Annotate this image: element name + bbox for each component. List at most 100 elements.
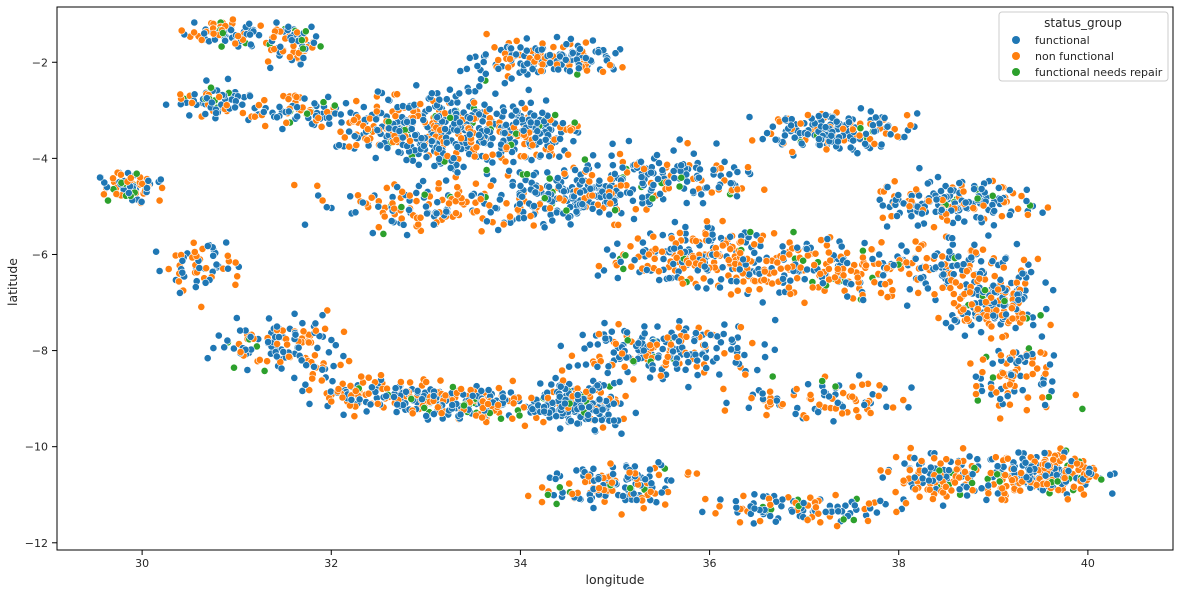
point-non-functional: [1036, 348, 1045, 357]
point-non-functional: [340, 327, 348, 336]
point-functional: [366, 400, 375, 409]
point-non-functional: [721, 406, 729, 415]
point-functional: [994, 183, 1003, 192]
point-non-functional: [803, 516, 812, 524]
point-functional: [546, 59, 554, 67]
point-functional: [494, 64, 503, 73]
point-non-functional: [308, 374, 317, 383]
point-functional: [522, 46, 531, 55]
point-non-functional: [711, 509, 720, 518]
point-functional: [384, 124, 393, 133]
point-functional: [664, 178, 673, 187]
point-functional: [482, 217, 491, 226]
point-functional: [433, 113, 442, 122]
point-non-functional: [667, 340, 675, 349]
point-non-functional: [925, 485, 934, 494]
point-functional: [572, 207, 581, 216]
point-functional: [665, 274, 674, 282]
point-non-functional: [626, 242, 635, 251]
point-functional: [601, 334, 610, 343]
point-functional: [630, 215, 638, 223]
point-functional: [918, 474, 927, 483]
point-functional: [630, 256, 639, 264]
point-functional: [935, 473, 944, 482]
point-non-functional: [788, 148, 797, 156]
point-non-functional: [712, 250, 721, 259]
point-needs-repair: [316, 42, 325, 51]
point-non-functional: [327, 397, 336, 406]
point-functional: [955, 485, 964, 494]
point-functional: [284, 22, 293, 31]
point-non-functional: [338, 393, 347, 402]
point-functional: [654, 353, 663, 362]
point-non-functional: [942, 455, 951, 464]
point-functional: [766, 512, 775, 520]
point-non-functional: [891, 488, 900, 496]
point-non-functional: [786, 289, 795, 298]
point-functional: [314, 191, 323, 200]
point-non-functional: [625, 468, 634, 477]
x-tick-label: 36: [703, 557, 717, 570]
point-functional: [837, 242, 846, 251]
point-functional: [946, 186, 955, 195]
point-functional: [648, 365, 657, 374]
point-functional: [642, 265, 651, 274]
point-non-functional: [943, 216, 951, 225]
point-non-functional: [452, 209, 460, 218]
point-non-functional: [472, 207, 481, 216]
point-functional: [963, 491, 971, 500]
point-functional: [693, 371, 702, 379]
point-needs-repair: [831, 382, 840, 391]
point-functional: [655, 159, 663, 167]
point-non-functional: [656, 371, 665, 380]
point-functional: [423, 209, 431, 218]
point-non-functional: [766, 398, 774, 406]
point-functional: [1040, 449, 1049, 457]
point-non-functional: [1071, 390, 1080, 399]
point-non-functional: [810, 261, 819, 269]
point-functional: [427, 137, 436, 146]
point-non-functional: [906, 121, 915, 130]
point-non-functional: [727, 290, 735, 299]
point-non-functional: [599, 67, 607, 76]
point-functional: [232, 314, 241, 322]
point-needs-repair: [973, 396, 982, 405]
point-non-functional: [701, 495, 710, 503]
point-non-functional: [826, 256, 835, 265]
legend-marker-functional: [1012, 36, 1020, 44]
point-functional: [595, 395, 604, 404]
point-non-functional: [524, 491, 533, 500]
point-functional: [977, 184, 986, 193]
point-functional: [800, 275, 809, 284]
point-functional: [432, 209, 441, 218]
point-functional: [977, 484, 986, 493]
point-needs-repair: [968, 479, 976, 487]
point-functional: [578, 330, 587, 339]
point-functional: [485, 105, 494, 114]
point-non-functional: [282, 118, 291, 127]
point-functional: [911, 254, 920, 263]
point-functional: [238, 100, 247, 109]
point-needs-repair: [789, 228, 798, 236]
point-non-functional: [414, 220, 423, 229]
point-non-functional: [453, 190, 462, 199]
point-functional: [515, 199, 524, 208]
point-functional: [411, 131, 420, 140]
point-non-functional: [848, 392, 857, 401]
point-functional: [520, 214, 528, 222]
point-functional: [403, 118, 411, 126]
point-non-functional: [202, 264, 210, 273]
point-non-functional: [707, 188, 716, 197]
point-non-functional: [987, 322, 996, 331]
point-functional: [802, 245, 811, 253]
point-non-functional: [889, 403, 897, 412]
point-non-functional: [537, 67, 545, 75]
point-functional: [753, 366, 762, 374]
point-functional: [505, 166, 513, 175]
point-functional: [540, 223, 549, 232]
point-functional: [573, 419, 582, 428]
point-functional: [551, 374, 560, 382]
point-functional: [720, 157, 729, 166]
point-functional: [862, 129, 870, 138]
point-non-functional: [870, 139, 879, 148]
